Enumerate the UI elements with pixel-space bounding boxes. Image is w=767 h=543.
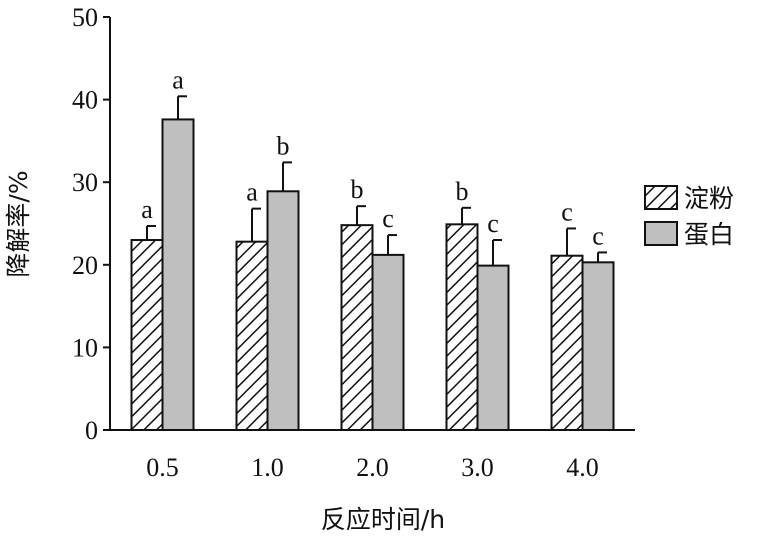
significance-label-1-1: b	[277, 131, 290, 160]
bar-1-4	[581, 261, 615, 431]
y-tick-label-2: 20	[72, 251, 98, 280]
legend-label-starch: 淀粉	[684, 184, 734, 213]
bar-0-2	[340, 224, 374, 431]
bar-0-4	[550, 254, 584, 431]
x-tick-label-1: 1.0	[251, 453, 284, 482]
y-tick-label-0: 0	[85, 416, 98, 445]
x-tick-label-3: 3.0	[461, 453, 494, 482]
significance-label-1-2: c	[382, 204, 394, 233]
x-axis-title: 反应时间/h	[321, 505, 445, 534]
significance-label-0-4: c	[561, 197, 573, 226]
significance-label-0-1: a	[246, 178, 258, 207]
x-tick-label-4: 4.0	[566, 453, 599, 482]
significance-label-1-4: c	[592, 221, 604, 250]
bar-0-3	[445, 223, 479, 431]
y-tick-label-3: 30	[72, 168, 98, 197]
legend-swatch-protein	[644, 221, 678, 246]
legend-label-protein: 蛋白	[684, 220, 734, 249]
bar-1-2	[371, 253, 405, 431]
bar-0-1	[235, 240, 269, 431]
significance-label-0-0: a	[141, 195, 153, 224]
significance-label-0-3: b	[456, 177, 469, 206]
significance-label-0-2: b	[351, 175, 364, 204]
y-axis-title: 降解率/%	[4, 170, 33, 277]
y-tick-label-1: 10	[72, 333, 98, 362]
legend-swatch-starch	[644, 185, 678, 210]
y-tick-label-5: 50	[72, 3, 98, 32]
bar-1-0	[161, 118, 195, 431]
x-tick-label-0: 0.5	[146, 453, 179, 482]
legend: 淀粉 蛋白	[644, 184, 734, 249]
significance-label-1-0: a	[172, 65, 184, 94]
x-tick-label-2: 2.0	[356, 453, 389, 482]
bar-1-3	[476, 264, 510, 431]
bar-0-0	[130, 239, 164, 431]
significance-label-1-3: c	[487, 209, 499, 238]
y-tick-label-4: 40	[72, 86, 98, 115]
bar-1-1	[266, 190, 300, 431]
